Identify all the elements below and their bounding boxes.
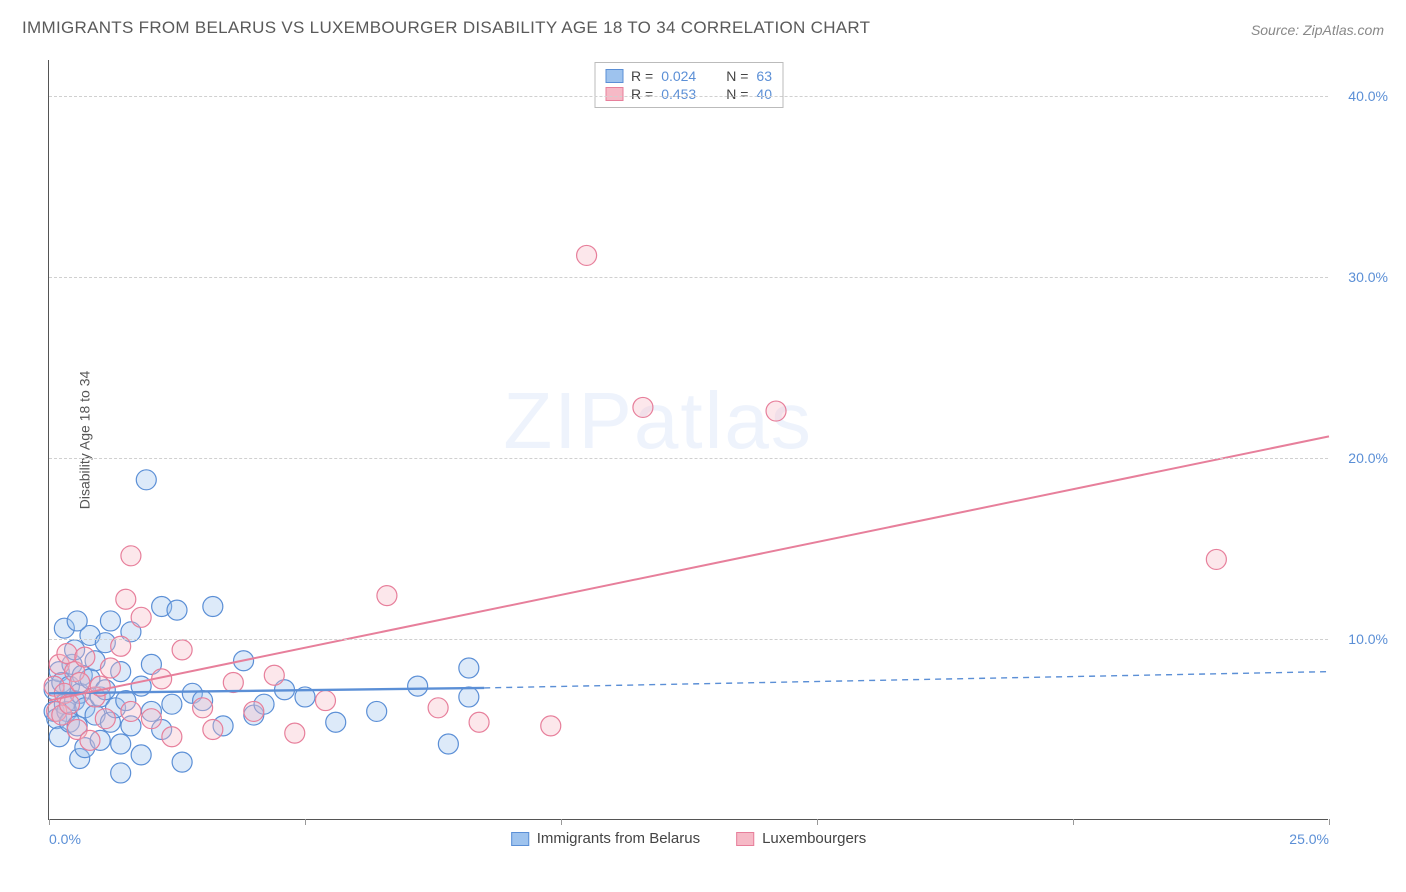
data-point <box>428 698 448 718</box>
data-point <box>80 730 100 750</box>
data-point <box>459 658 479 678</box>
y-tick-label: 40.0% <box>1348 88 1388 104</box>
data-point <box>111 734 131 754</box>
data-point <box>162 694 182 714</box>
x-tick-label: 25.0% <box>1289 831 1329 847</box>
data-point <box>203 596 223 616</box>
legend-swatch-belarus <box>511 832 529 846</box>
data-point <box>633 397 653 417</box>
legend-item-luxembourg: Luxembourgers <box>736 830 866 847</box>
data-point <box>167 600 187 620</box>
data-point <box>326 712 346 732</box>
legend-item-belarus: Immigrants from Belarus <box>511 830 700 847</box>
data-point <box>131 607 151 627</box>
data-point <box>121 701 141 721</box>
x-tick-mark <box>817 819 818 825</box>
data-point <box>1206 549 1226 569</box>
data-point <box>577 245 597 265</box>
gridline-h <box>49 458 1328 459</box>
gridline-h <box>49 639 1328 640</box>
data-point <box>162 727 182 747</box>
legend-label-luxembourg: Luxembourgers <box>762 830 866 847</box>
x-tick-mark <box>49 819 50 825</box>
source-attribution: Source: ZipAtlas.com <box>1251 22 1384 38</box>
data-point <box>121 546 141 566</box>
data-point <box>469 712 489 732</box>
source-link[interactable]: ZipAtlas.com <box>1303 22 1384 38</box>
data-point <box>172 752 192 772</box>
data-point <box>193 698 213 718</box>
correlation-chart: Disability Age 18 to 34 ZIPatlas R = 0.0… <box>48 60 1328 820</box>
data-point <box>766 401 786 421</box>
y-tick-label: 20.0% <box>1348 450 1388 466</box>
data-point <box>244 701 264 721</box>
data-point <box>377 586 397 606</box>
data-point <box>408 676 428 696</box>
data-point <box>459 687 479 707</box>
y-tick-label: 10.0% <box>1348 631 1388 647</box>
data-point <box>172 640 192 660</box>
data-point <box>111 763 131 783</box>
x-tick-mark <box>1329 819 1330 825</box>
data-point <box>285 723 305 743</box>
data-point <box>70 672 90 692</box>
trend-line <box>484 672 1329 688</box>
x-tick-label: 0.0% <box>49 831 81 847</box>
y-tick-label: 30.0% <box>1348 269 1388 285</box>
data-point <box>100 611 120 631</box>
source-prefix: Source: <box>1251 22 1303 38</box>
trend-line <box>49 436 1329 700</box>
legend-swatch-luxembourg <box>736 832 754 846</box>
data-point <box>367 701 387 721</box>
gridline-h <box>49 96 1328 97</box>
data-point <box>541 716 561 736</box>
data-point <box>57 644 77 664</box>
x-tick-mark <box>305 819 306 825</box>
data-point <box>264 665 284 685</box>
data-point <box>136 470 156 490</box>
page-title: IMMIGRANTS FROM BELARUS VS LUXEMBOURGER … <box>22 18 870 38</box>
data-point <box>141 709 161 729</box>
plot-svg <box>49 60 1328 819</box>
data-point <box>131 745 151 765</box>
data-point <box>203 720 223 740</box>
data-point <box>438 734 458 754</box>
legend-series: Immigrants from Belarus Luxembourgers <box>503 828 875 849</box>
data-point <box>315 691 335 711</box>
data-point <box>67 611 87 631</box>
x-tick-mark <box>1073 819 1074 825</box>
gridline-h <box>49 277 1328 278</box>
data-point <box>95 709 115 729</box>
x-tick-mark <box>561 819 562 825</box>
data-point <box>116 589 136 609</box>
data-point <box>223 672 243 692</box>
data-point <box>75 647 95 667</box>
data-point <box>100 658 120 678</box>
legend-label-belarus: Immigrants from Belarus <box>537 830 700 847</box>
